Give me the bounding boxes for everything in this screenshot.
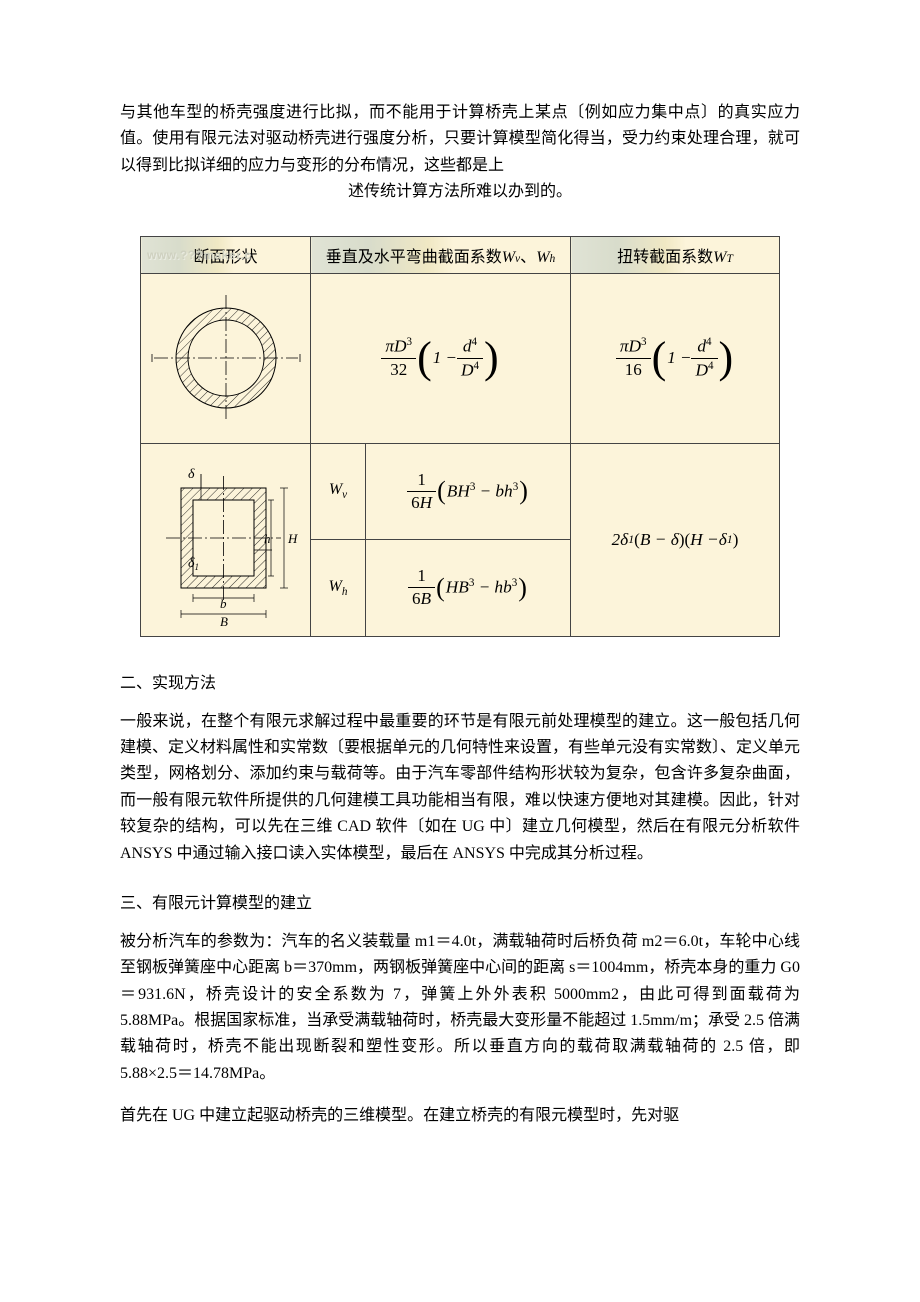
cell-wv-formula: 1 6H ( BH3 − bh3 )	[366, 443, 571, 540]
section-3-para-2: 首先在 UG 中建立起驱动桥壳的三维模型。在建立桥壳的有限元模型时，先对驱	[120, 1103, 800, 1129]
f-wv-b2e: 3	[513, 481, 519, 493]
header-bending-modulus: 垂直及水平弯曲截面系数 Wv 、 Wh	[311, 236, 571, 273]
header-col2-prefix: 垂直及水平弯曲截面系数	[326, 243, 502, 267]
header-torsion-modulus: 扭转截面系数 WT	[571, 236, 780, 273]
wh-sub: h	[342, 586, 348, 598]
f-r1-one: 1 −	[433, 348, 457, 367]
cell-rect-torsion: 2 δ1 ( B − δ )( H − δ1 )	[571, 443, 780, 636]
f-wt-p2r: )	[733, 530, 739, 550]
annot-h: h	[264, 531, 271, 546]
f-r1t-ln: πD	[620, 337, 641, 356]
f-r1-id: D	[461, 360, 474, 379]
header-col3-prefix: 扭转截面系数	[617, 243, 713, 267]
section-2-heading: 二、实现方法	[120, 669, 800, 693]
f-wv-b2: bh	[495, 482, 512, 501]
annot-delta: δ	[188, 467, 195, 482]
diagram-circular-section	[141, 273, 311, 443]
intro-centered-line: 述传统计算方法所难以办到的。	[120, 179, 800, 205]
f-wt-d1: δ	[620, 530, 628, 550]
f-wt-p2a: H −	[690, 530, 719, 550]
f-wh-b2: hb	[494, 578, 511, 597]
circular-section-svg	[146, 283, 306, 433]
rectangular-section-svg: δ δ1 h H b	[146, 450, 306, 630]
f-wt-p1a: B − δ	[640, 530, 679, 550]
f-r1t-ln-e: 3	[641, 336, 647, 348]
section-2-para: 一般来说，在整个有限元求解过程中最重要的环节是有限元前处理模型的建立。这一般包括…	[120, 709, 800, 867]
section-3-heading: 三、有限元计算模型的建立	[120, 889, 800, 913]
intro-block: 与其他车型的桥壳强度进行比拟，而不能用于计算桥壳上某点〔例如应力集中点〕的真实应…	[120, 100, 800, 206]
f-r1-ine: 4	[472, 336, 478, 348]
annot-b: b	[220, 596, 227, 611]
f-wv-n: 1	[407, 470, 436, 492]
header-w3: W	[713, 249, 726, 267]
f-wh-b1: HB	[446, 578, 469, 597]
section-3-para-1: 被分析汽车的参数为：汽车的名义装载量 m1＝4.0t，满载轴荷时后桥负荷 m2＝…	[120, 929, 800, 1087]
f-wh-n: 1	[408, 566, 435, 588]
cell-wh-formula: 1 6B ( HB3 − hb3 )	[366, 540, 571, 637]
cell-circular-bending: πD3 32 ( 1 − d4 D4 )	[311, 273, 571, 443]
f-r1t-in: d	[697, 337, 706, 356]
f-wh-b2e: 3	[512, 577, 518, 589]
f-r1t-ld: 16	[616, 359, 651, 380]
wv-sub: v	[342, 489, 347, 501]
table-row-rectangular-top: δ δ1 h H b	[141, 443, 780, 540]
header-section-shape: www.???maker.c 断面形状	[141, 236, 311, 273]
f-wv-b1: BH	[447, 482, 470, 501]
f-r1t-one: 1 −	[667, 348, 691, 367]
f-r1-ln: πD	[385, 337, 406, 356]
f-r1t-id: D	[695, 360, 708, 379]
section-modulus-table: www.???maker.c 断面形状 垂直及水平弯曲截面系数 Wv 、 Wh …	[140, 236, 780, 637]
header-w3-sub: T	[726, 253, 732, 265]
header-w1: W	[502, 249, 515, 267]
table-row-circular: πD3 32 ( 1 − d4 D4 ) πD3 16 ( 1 −	[141, 273, 780, 443]
intro-text-1: 与其他车型的桥壳强度进行比拟，而不能用于计算桥壳上某点〔例如应力集中点〕的真实应…	[120, 104, 800, 174]
f-r1-in: d	[463, 337, 472, 356]
cell-wh-label: Wh	[311, 540, 366, 637]
f-wt-lead: 2	[612, 530, 621, 550]
diagram-rectangular-section: δ δ1 h H b	[141, 443, 311, 636]
header-w2: W	[536, 249, 549, 267]
wh-label: W	[329, 578, 342, 595]
watermark-text: www.???maker.c	[147, 248, 252, 262]
header-sep: 、	[520, 243, 536, 267]
f-r1t-ide: 4	[708, 360, 714, 372]
f-wv-minus: −	[475, 482, 495, 501]
f-wt-pr: )(	[679, 530, 690, 550]
f-r1-ld: 32	[381, 359, 416, 380]
f-r1-ide: 4	[473, 360, 479, 372]
header-w2-sub: h	[550, 253, 556, 265]
cell-wv-label: Wv	[311, 443, 366, 540]
annot-B: B	[220, 614, 228, 629]
annot-H: H	[287, 531, 298, 546]
table-header-row: www.???maker.c 断面形状 垂直及水平弯曲截面系数 Wv 、 Wh …	[141, 236, 780, 273]
wv-label: W	[329, 481, 342, 498]
cell-circular-torsion: πD3 16 ( 1 − d4 D4 )	[571, 273, 780, 443]
f-r1-ln-e: 3	[407, 336, 413, 348]
intro-paragraph: 与其他车型的桥壳强度进行比拟，而不能用于计算桥壳上某点〔例如应力集中点〕的真实应…	[120, 100, 800, 179]
f-wh-minus: −	[474, 578, 494, 597]
f-wt-d2: δ	[719, 530, 727, 550]
f-r1t-ine: 4	[706, 336, 712, 348]
